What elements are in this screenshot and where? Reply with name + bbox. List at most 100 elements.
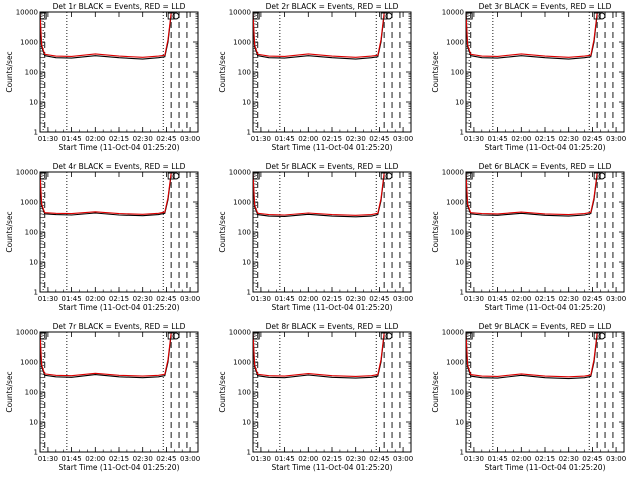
- events-series-line: [466, 174, 598, 217]
- x-axis-label: Start Time (11-Oct-04 01:25:20): [58, 303, 179, 312]
- x-tick-label: 03:00: [393, 295, 413, 303]
- box-marker: [593, 12, 601, 20]
- y-tick-label: 100: [238, 389, 251, 397]
- events-series-line: [466, 14, 598, 60]
- x-tick-label: 01:30: [38, 135, 58, 143]
- x-tick-label: 02:30: [346, 295, 366, 303]
- y-tick-label: 1: [34, 449, 38, 457]
- x-axis-label: Start Time (11-Oct-04 01:25:20): [484, 463, 605, 472]
- y-tick-label: 10: [455, 99, 464, 107]
- events-series-line: [253, 14, 385, 60]
- x-tick-label: 01:45: [488, 295, 508, 303]
- x-tick-label: 02:15: [535, 135, 555, 143]
- x-tick-label: 02:00: [511, 135, 531, 143]
- x-tick-label: 01:45: [488, 135, 508, 143]
- x-tick-label: 02:45: [156, 455, 176, 463]
- y-tick-label: 1: [247, 289, 251, 297]
- x-tick-label: 02:00: [298, 455, 318, 463]
- events-series-line: [466, 334, 598, 380]
- y-tick-label: 10: [455, 259, 464, 267]
- x-axis-label: Start Time (11-Oct-04 01:25:20): [58, 463, 179, 472]
- box-marker: [252, 172, 260, 180]
- y-tick-label: 10000: [229, 9, 251, 17]
- x-tick-label: 01:30: [464, 295, 484, 303]
- panel-title: Det 1r BLACK = Events, RED = LLD: [53, 2, 186, 11]
- events-series-line: [40, 174, 172, 217]
- y-axis-label: Counts/sec: [218, 371, 227, 412]
- box-marker: [39, 12, 47, 20]
- y-tick-label: 10: [29, 419, 38, 427]
- x-tick-label: 02:30: [559, 455, 579, 463]
- panel-title: Det 4r BLACK = Events, RED = LLD: [53, 162, 186, 171]
- y-tick-label: 1000: [446, 199, 464, 207]
- box-marker: [465, 12, 473, 20]
- y-tick-label: 10000: [442, 169, 464, 177]
- y-axis-label: Counts/sec: [218, 211, 227, 252]
- x-tick-label: 01:30: [38, 455, 58, 463]
- lld-series-line: [253, 333, 385, 377]
- lld-series-line: [466, 13, 598, 58]
- panel-title: Det 2r BLACK = Events, RED = LLD: [266, 2, 399, 11]
- plot-frame: [465, 11, 625, 133]
- y-tick-label: 10: [29, 259, 38, 267]
- x-tick-label: 01:30: [464, 135, 484, 143]
- x-tick-label: 02:45: [156, 295, 176, 303]
- panel-title: Det 6r BLACK = Events, RED = LLD: [479, 162, 612, 171]
- x-tick-label: 02:15: [109, 295, 129, 303]
- y-tick-label: 10000: [16, 9, 38, 17]
- y-tick-label: 1000: [20, 39, 38, 47]
- detector-panel-2: Det 2r BLACK = Events, RED = LLD 1 10 100 10…: [218, 2, 413, 152]
- y-tick-label: 10: [242, 419, 251, 427]
- events-series-line: [40, 14, 172, 60]
- x-tick-label: 01:45: [275, 295, 295, 303]
- y-tick-label: 100: [25, 389, 38, 397]
- detector-panel-7: Det 7r BLACK = Events, RED = LLD 1 10 100 10…: [5, 322, 200, 472]
- circle-marker: [385, 332, 393, 340]
- events-series-line: [253, 174, 385, 218]
- y-tick-label: 100: [238, 69, 251, 77]
- x-tick-label: 01:30: [251, 135, 271, 143]
- x-tick-label: 03:00: [180, 295, 200, 303]
- x-tick-label: 02:00: [298, 295, 318, 303]
- x-tick-label: 01:45: [275, 455, 295, 463]
- plot-frame: [252, 331, 412, 453]
- y-tick-label: 1: [460, 449, 464, 457]
- x-tick-label: 02:15: [535, 455, 555, 463]
- x-tick-label: 02:45: [582, 135, 602, 143]
- detector-panel-8: Det 8r BLACK = Events, RED = LLD 1 10 100 10…: [218, 322, 413, 472]
- y-tick-label: 10000: [16, 169, 38, 177]
- x-tick-label: 01:45: [62, 135, 82, 143]
- x-tick-label: 03:00: [393, 455, 413, 463]
- x-tick-label: 02:15: [322, 295, 342, 303]
- box-marker: [593, 332, 601, 340]
- x-tick-label: 02:30: [133, 135, 153, 143]
- box-marker: [465, 332, 473, 340]
- y-tick-label: 1: [460, 129, 464, 137]
- circle-marker: [172, 172, 180, 180]
- box-marker: [167, 332, 175, 340]
- plot-frame: [252, 11, 412, 133]
- circle-marker: [172, 332, 180, 340]
- detector-panel-6: Det 6r BLACK = Events, RED = LLD 1 10 100 10…: [431, 162, 626, 312]
- x-tick-label: 01:45: [275, 135, 295, 143]
- y-tick-label: 1: [247, 129, 251, 137]
- x-axis-label: Start Time (11-Oct-04 01:25:20): [271, 143, 392, 152]
- box-marker: [380, 172, 388, 180]
- x-tick-label: 02:45: [582, 295, 602, 303]
- x-tick-label: 02:15: [535, 295, 555, 303]
- x-tick-label: 02:00: [85, 455, 105, 463]
- x-axis-label: Start Time (11-Oct-04 01:25:20): [484, 303, 605, 312]
- x-tick-label: 01:45: [62, 455, 82, 463]
- box-marker: [252, 12, 260, 20]
- x-tick-label: 02:45: [369, 135, 389, 143]
- box-marker: [167, 12, 175, 20]
- x-tick-label: 01:45: [488, 455, 508, 463]
- y-tick-label: 10: [242, 99, 251, 107]
- x-tick-label: 01:30: [251, 295, 271, 303]
- y-axis-label: Counts/sec: [431, 51, 440, 92]
- box-marker: [465, 172, 473, 180]
- events-series-line: [40, 334, 172, 379]
- x-tick-label: 03:00: [180, 455, 200, 463]
- plot-frame: [465, 171, 625, 293]
- x-tick-label: 02:00: [511, 455, 531, 463]
